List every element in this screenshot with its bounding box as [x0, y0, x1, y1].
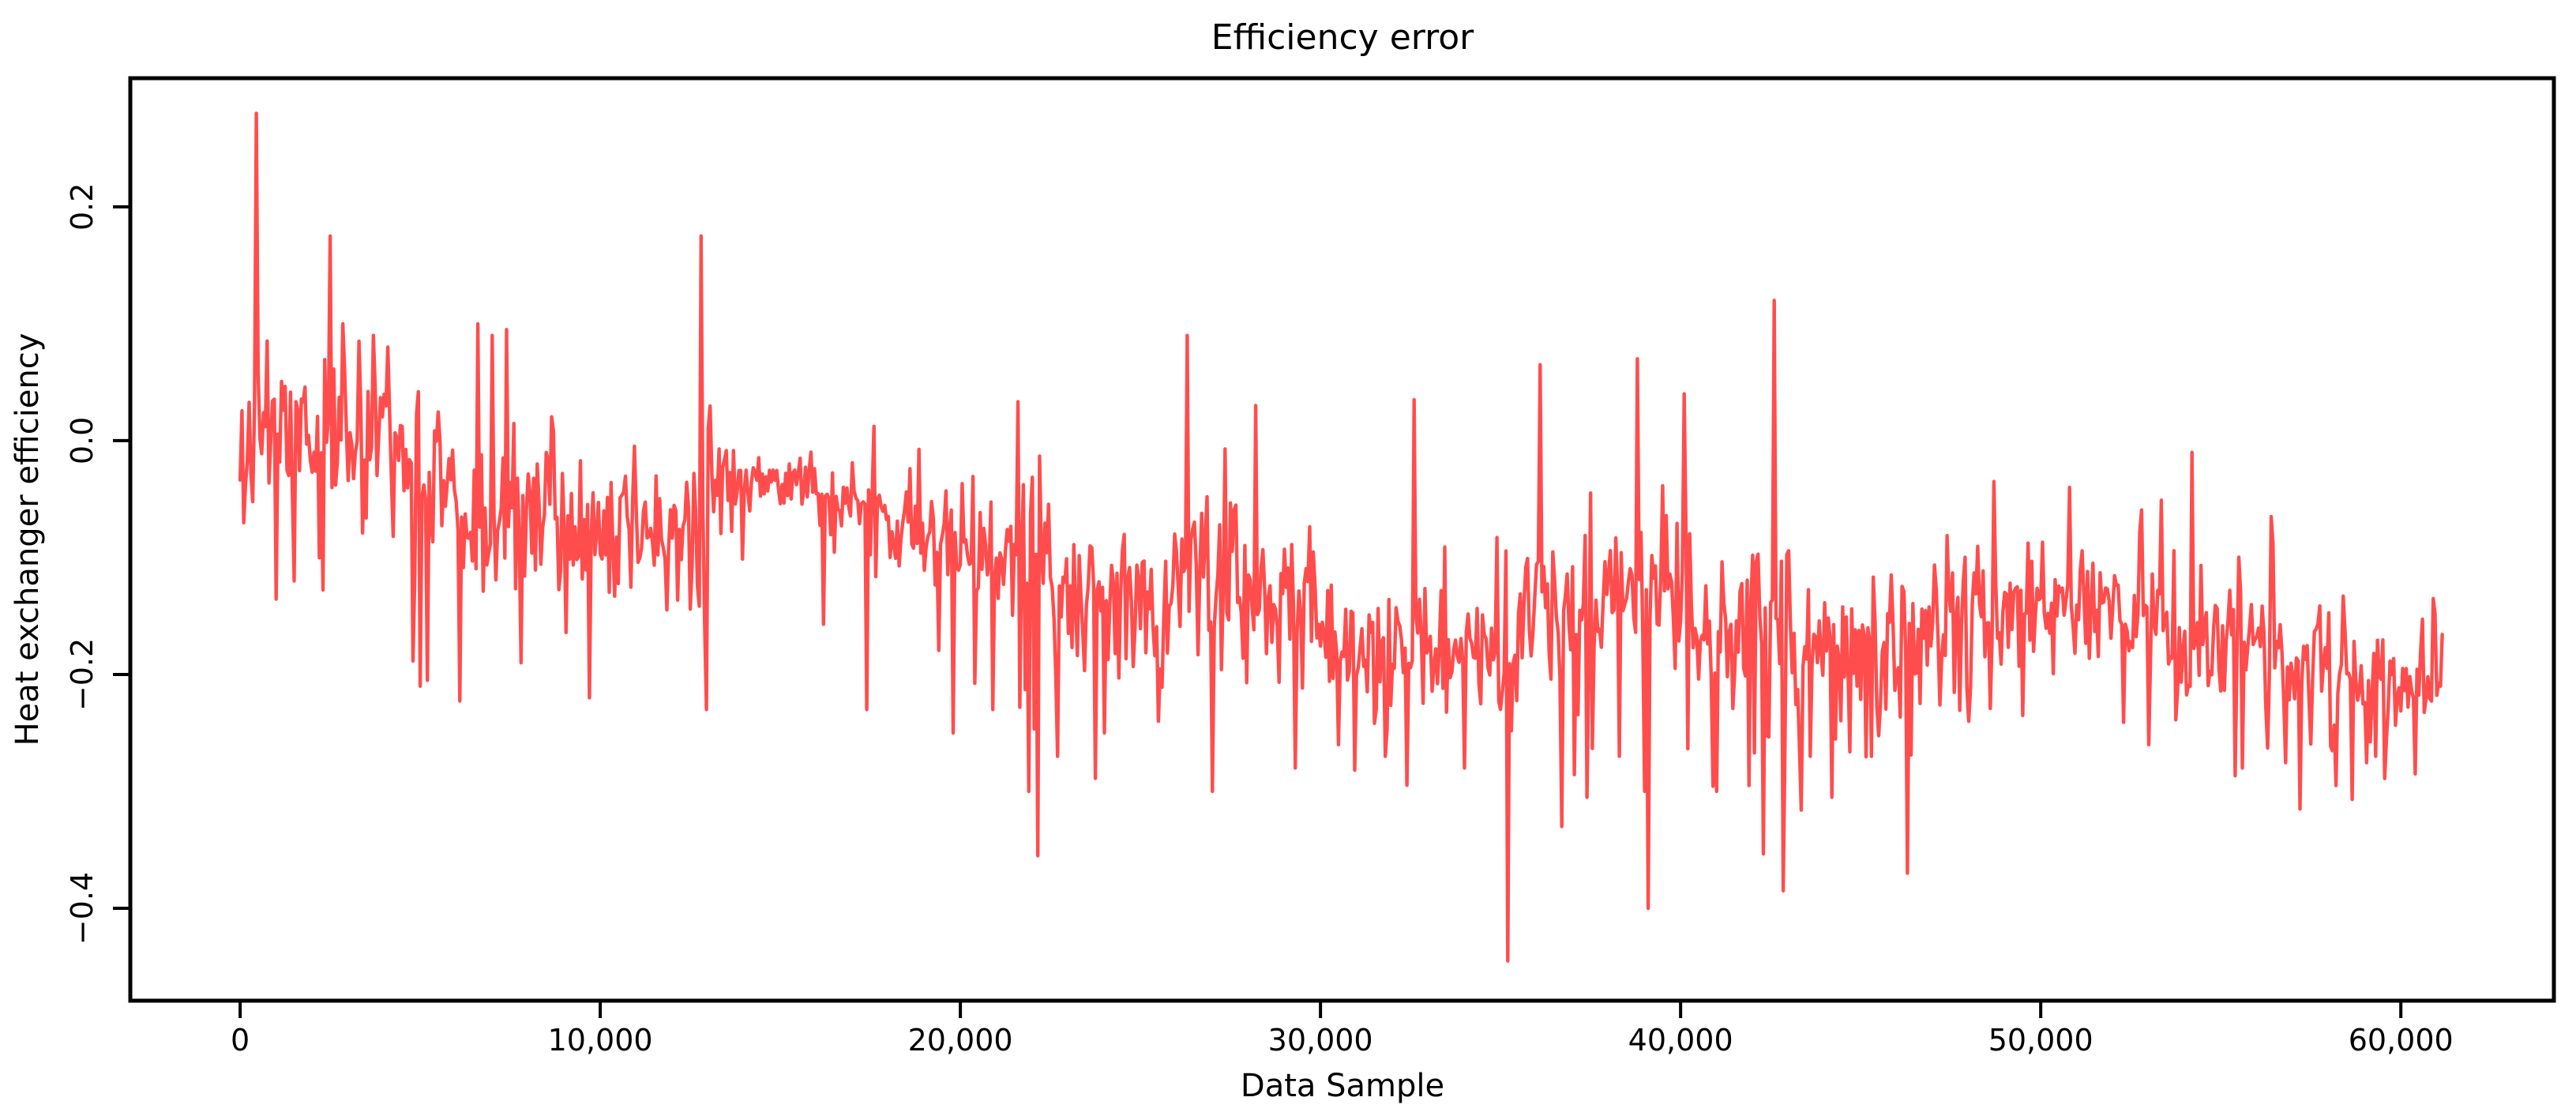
x-axis-label: Data Sample: [1241, 1068, 1444, 1104]
y-axis-label: Heat exchanger efficiency: [9, 333, 46, 746]
y-tick-label: 0.0: [65, 417, 100, 464]
x-tick-label: 40,000: [1628, 1023, 1733, 1058]
efficiency-error-line: [238, 111, 2444, 963]
ticks-layer: 0 10,000 20,000 30,000 40,000 50,000 60,000 0.2…: [65, 183, 2454, 1058]
x-tick-label: 50,000: [1988, 1023, 2093, 1058]
plot-frame: [128, 76, 2556, 1003]
y-tick-label: −0.2: [65, 638, 100, 711]
x-tick-label: 60,000: [2349, 1023, 2454, 1058]
y-tick-label: −0.4: [65, 872, 100, 945]
series-layer: [238, 111, 2444, 963]
x-tick-label: 20,000: [908, 1023, 1013, 1058]
y-tick-label: 0.2: [65, 183, 100, 231]
x-tick-label: 10,000: [548, 1023, 653, 1058]
x-tick-label: 0: [231, 1023, 250, 1058]
x-tick-label: 30,000: [1268, 1023, 1373, 1058]
chart-title: Efficiency error: [1211, 17, 1474, 58]
